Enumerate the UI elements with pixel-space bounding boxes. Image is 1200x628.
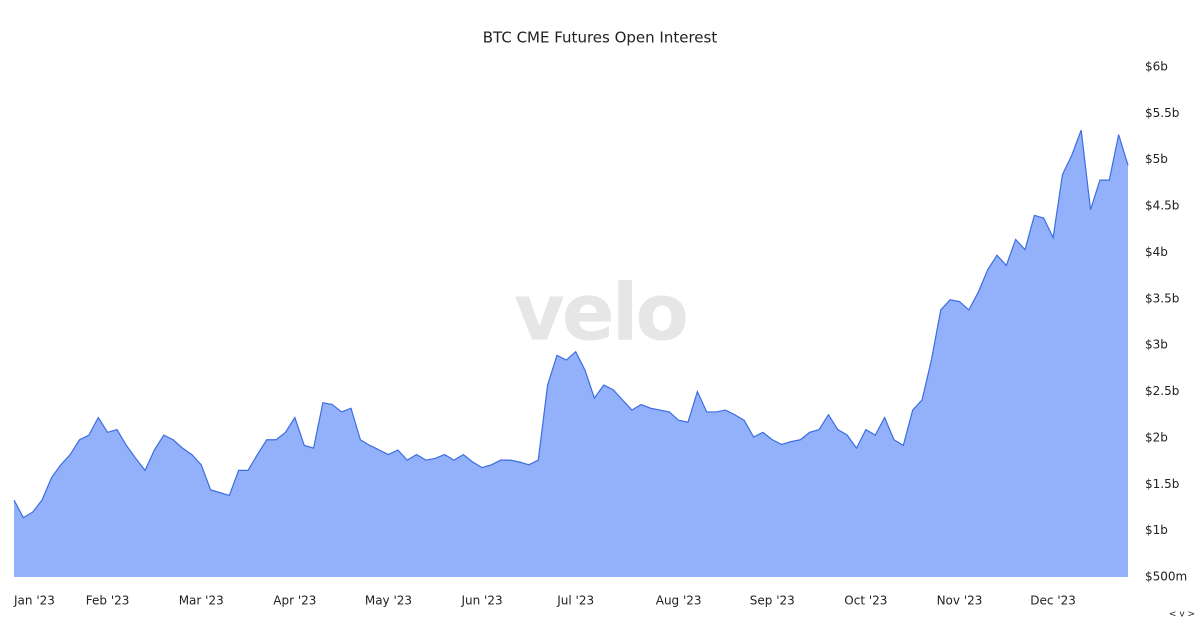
x-tick-label: Feb '23 — [86, 594, 130, 608]
corner-label[interactable]: < v > — [1169, 610, 1195, 620]
x-tick-label: Dec '23 — [1030, 594, 1076, 608]
y-tick-label: $5.5b — [1145, 106, 1179, 120]
x-tick-label: Aug '23 — [656, 594, 702, 608]
line — [13, 129, 1129, 519]
x-tick-label: May '23 — [365, 594, 412, 608]
x-tick-label: Apr '23 — [273, 594, 316, 608]
chart-title: BTC CME Futures Open Interest — [483, 29, 718, 47]
y-tick-label: $5b — [1145, 152, 1168, 166]
y-tick-label: $3.5b — [1145, 291, 1179, 305]
x-tick-label: Nov '23 — [937, 594, 983, 608]
y-tick-label: $2.5b — [1145, 384, 1179, 398]
x-tick-label: Jun '23 — [460, 594, 502, 608]
y-tick-label: $500m — [1145, 570, 1187, 584]
y-tick-label: $4b — [1145, 245, 1168, 259]
x-tick-label: Sep '23 — [750, 594, 795, 608]
y-tick-label: $1.5b — [1145, 477, 1179, 491]
y-tick-label: $6b — [1145, 60, 1168, 74]
x-tick-label: Oct '23 — [844, 594, 887, 608]
watermark: velo — [514, 268, 686, 358]
x-tick-label: Jul '23 — [556, 594, 594, 608]
x-tick-label: Jan '23 — [13, 594, 55, 608]
y-tick-label: $1b — [1145, 523, 1168, 537]
y-tick-label: $2b — [1145, 430, 1168, 444]
area — [14, 130, 1128, 578]
y-tick-label: $4.5b — [1145, 199, 1179, 213]
y-tick-label: $3b — [1145, 338, 1168, 352]
x-tick-label: Mar '23 — [179, 594, 224, 608]
